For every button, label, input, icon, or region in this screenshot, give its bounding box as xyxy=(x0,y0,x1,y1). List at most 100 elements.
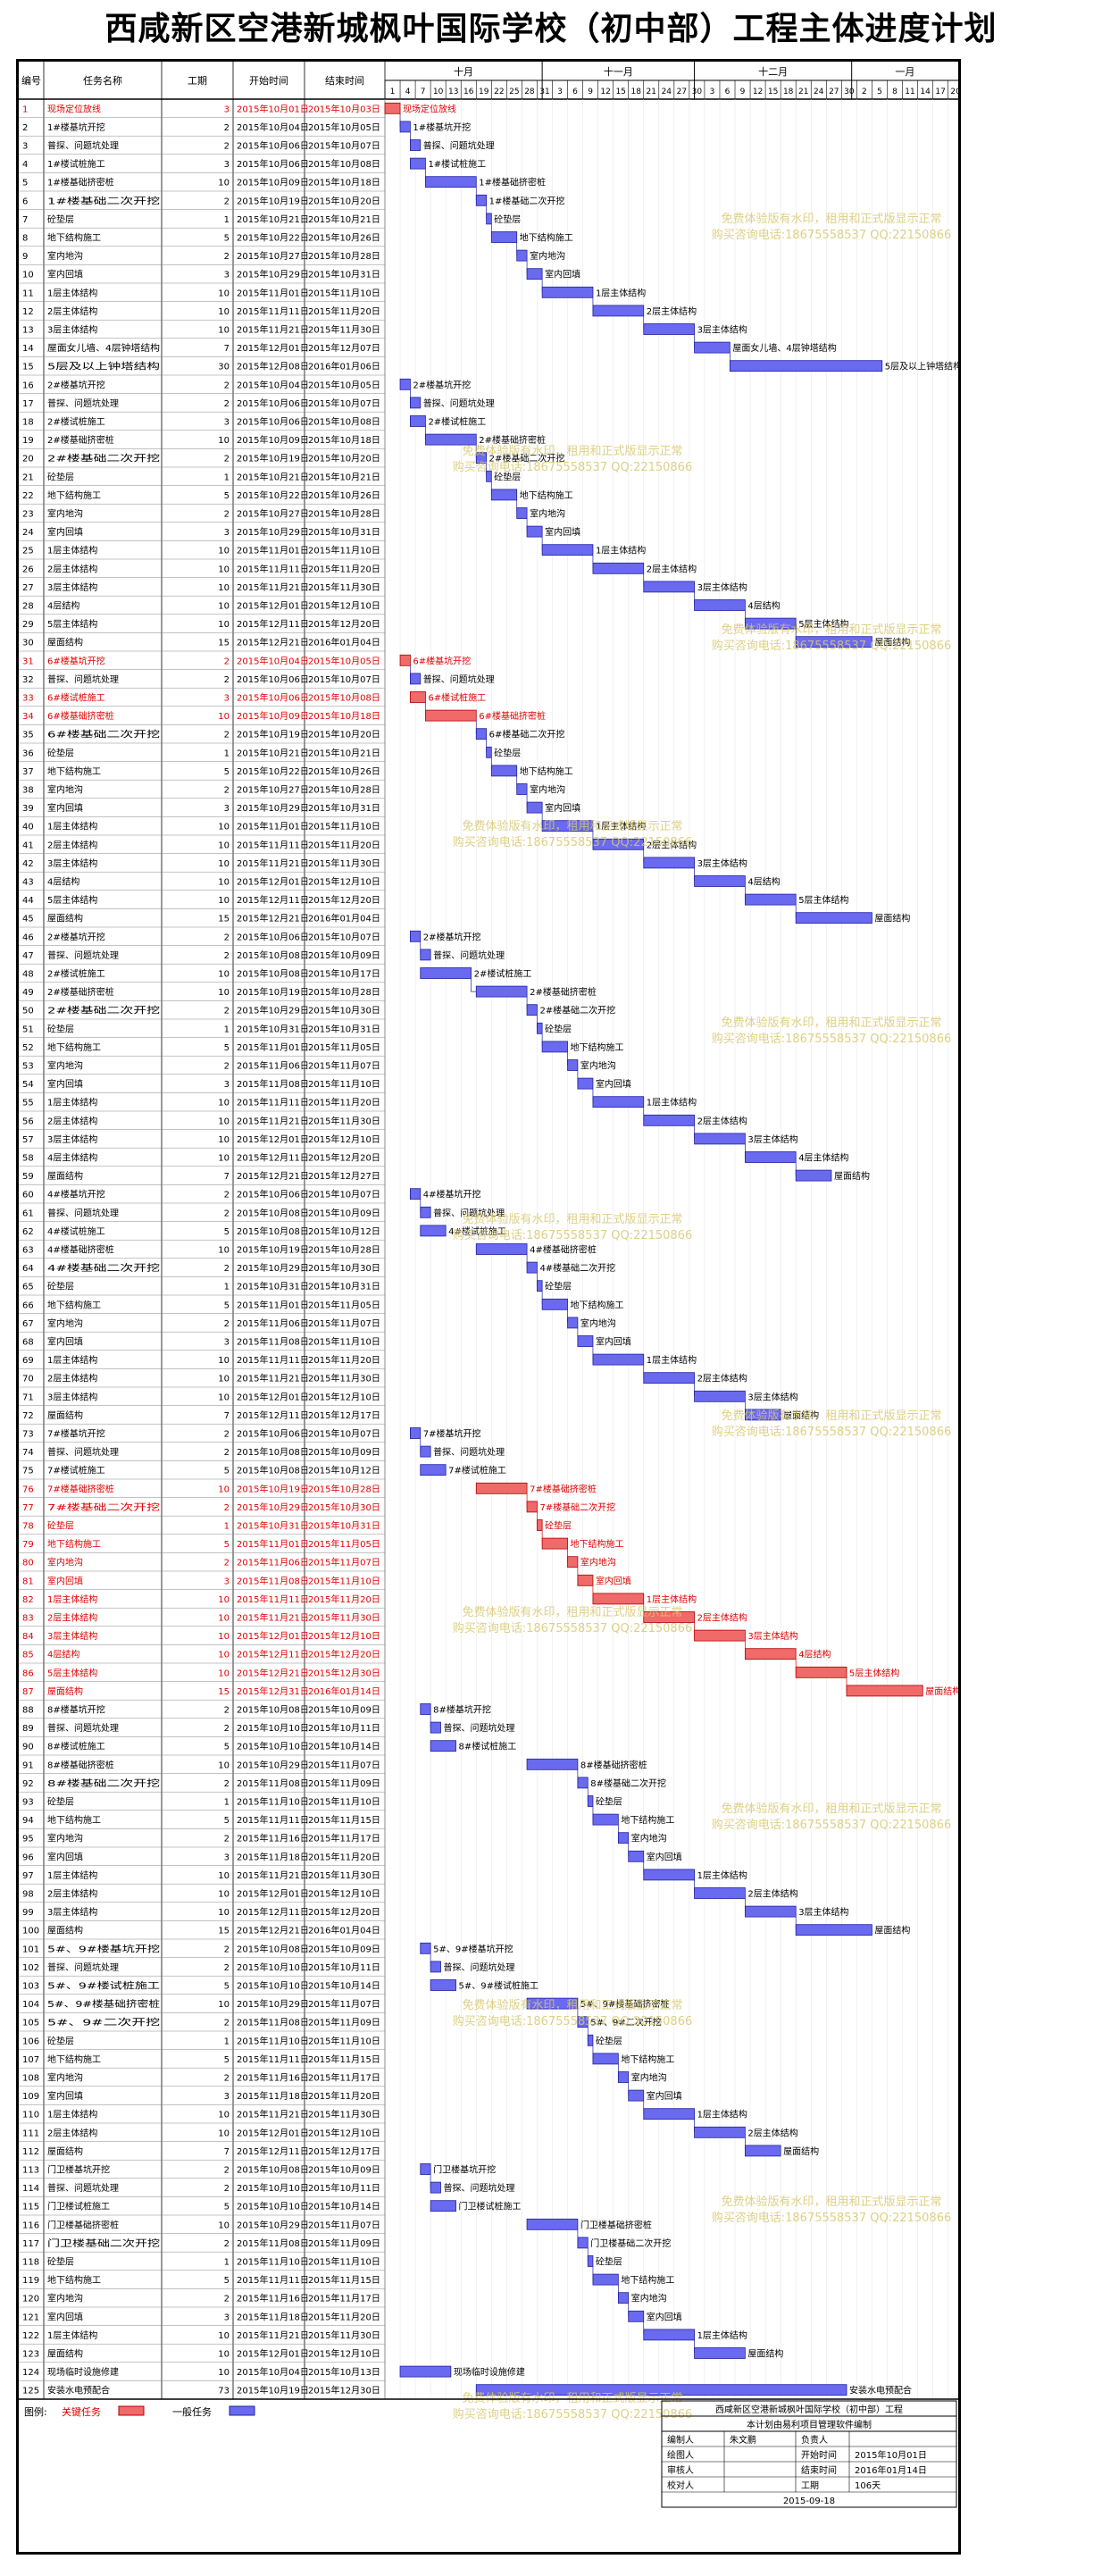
task-id: 65 xyxy=(22,1283,34,1292)
task-duration: 2 xyxy=(224,142,230,152)
task-start: 2015年10月22日 xyxy=(237,765,309,777)
gantt-bar-label: 3层主体结构 xyxy=(697,857,747,869)
task-duration: 10 xyxy=(218,1099,230,1108)
task-duration: 2 xyxy=(224,2074,230,2084)
day-tick-label: 30 xyxy=(692,88,703,96)
task-duration: 3 xyxy=(224,105,230,114)
task-end: 2015年11月20日 xyxy=(308,1851,380,1862)
task-duration: 5 xyxy=(224,2203,230,2212)
task-name: 屋面结构 xyxy=(47,2348,83,2360)
task-start: 2015年10月29日 xyxy=(237,526,309,538)
task-id: 111 xyxy=(22,2129,39,2138)
task-id: 38 xyxy=(22,786,34,796)
task-start: 2015年12月01日 xyxy=(237,600,309,612)
task-end: 2015年10月09日 xyxy=(308,949,380,961)
task-duration: 10 xyxy=(218,1908,230,1918)
gantt-bar xyxy=(694,341,730,354)
gantt-bar-label: 2层主体结构 xyxy=(647,305,697,317)
day-tick-label: 25 xyxy=(509,88,519,96)
task-start: 2015年11月11日 xyxy=(237,1097,309,1108)
task-start: 2015年10月31日 xyxy=(237,1023,309,1034)
day-tick-label: 20 xyxy=(950,88,958,96)
watermark-text: 购买咨询电话:18675558537 QQ:22150866 xyxy=(712,1425,952,1439)
task-id: 107 xyxy=(22,2055,39,2065)
task-name: 地下结构施工 xyxy=(47,765,101,777)
task-duration: 2 xyxy=(224,675,230,685)
task-start: 2015年10月19日 xyxy=(237,2385,309,2396)
task-id: 116 xyxy=(22,2221,39,2230)
gantt-bar xyxy=(420,1445,431,1458)
gantt-bar xyxy=(567,1317,579,1329)
gantt-bar xyxy=(420,949,431,961)
task-start: 2015年11月06日 xyxy=(237,1317,309,1329)
task-end: 2015年11月30日 xyxy=(308,2109,380,2120)
task-duration: 15 xyxy=(218,1927,230,1936)
watermark-text: 免费体验版有水印，租用和正式版显示正常 xyxy=(462,819,682,833)
task-start: 2015年11月06日 xyxy=(237,1060,309,1072)
task-end: 2015年11月20日 xyxy=(308,1593,380,1605)
task-duration: 10 xyxy=(218,602,230,612)
task-name: 2#楼基坑开挖 xyxy=(47,931,105,942)
gantt-bar-label: 7#楼基础挤密桩 xyxy=(530,1483,597,1494)
task-start: 2015年10月27日 xyxy=(237,508,309,520)
task-name: 砼垫层 xyxy=(47,747,74,758)
task-id: 77 xyxy=(22,1503,34,1513)
gantt-bar xyxy=(795,1169,832,1182)
task-id: 94 xyxy=(22,1816,34,1826)
task-start: 2015年10月09日 xyxy=(237,177,309,188)
gantt-bar-label: 砼垫层 xyxy=(545,1281,572,1292)
task-end: 2016年01月04日 xyxy=(308,1925,380,1936)
gantt-bar xyxy=(430,1979,456,1991)
task-duration: 3 xyxy=(224,2313,230,2322)
gantt-bar-label: 屋面结构 xyxy=(874,637,910,648)
task-end: 2015年10月14日 xyxy=(308,1741,380,1752)
gantt-bar xyxy=(744,893,797,906)
task-id: 31 xyxy=(22,657,34,666)
task-start: 2015年12月21日 xyxy=(237,1170,309,1182)
task-name: 室内地沟 xyxy=(47,1833,83,1844)
legend-label: 图例: xyxy=(24,2405,47,2418)
task-start: 2015年11月18日 xyxy=(237,2090,309,2102)
task-id: 9 xyxy=(22,252,28,262)
day-tick-label: 14 xyxy=(920,88,931,96)
task-id: 58 xyxy=(22,1154,34,1164)
task-end: 2015年10月07日 xyxy=(308,673,380,685)
task-end: 2015年10月07日 xyxy=(308,140,380,152)
task-name: 现场临时设施修建 xyxy=(47,2366,119,2378)
task-end: 2015年10月12日 xyxy=(308,1465,380,1476)
task-name: 1层主体结构 xyxy=(47,1593,97,1605)
task-start: 2015年10月10日 xyxy=(237,2182,309,2194)
task-end: 2015年12月10日 xyxy=(308,876,380,888)
task-start: 2015年10月29日 xyxy=(237,1998,309,2010)
gantt-bar xyxy=(617,2292,630,2304)
gantt-bar-label: 2层主体结构 xyxy=(697,1612,747,1624)
gantt-bar xyxy=(420,2163,431,2175)
gantt-bar-label: 普探、问题坑处理 xyxy=(423,397,495,409)
task-start: 2015年11月11日 xyxy=(237,1354,309,1366)
gantt-bar-label: 5层及以上钟塔结构 xyxy=(885,361,958,372)
day-tick-label: 21 xyxy=(798,88,808,96)
task-name: 砼垫层 xyxy=(47,1796,74,1808)
task-id: 97 xyxy=(22,1871,34,1881)
watermark-text: 免费体验版有水印，租用和正式版显示正常 xyxy=(462,444,682,458)
month-label: 十二月 xyxy=(758,65,788,78)
task-end: 2015年12月27日 xyxy=(308,1170,380,1182)
day-tick-label: 18 xyxy=(631,88,642,96)
gantt-bar xyxy=(592,562,645,574)
task-start: 2015年11月21日 xyxy=(237,857,309,869)
task-end: 2015年11月07日 xyxy=(308,1998,380,2010)
gantt-bar xyxy=(577,1574,594,1586)
task-duration: 10 xyxy=(218,1871,230,1881)
task-id: 101 xyxy=(22,1945,39,1954)
task-id: 113 xyxy=(22,2166,39,2176)
task-name: 2#楼基础二次开挖 xyxy=(47,453,160,464)
gantt-bar xyxy=(541,544,594,556)
task-end: 2016年01月06日 xyxy=(308,361,380,372)
task-id: 32 xyxy=(22,675,34,685)
task-id: 27 xyxy=(22,583,34,593)
task-duration: 5 xyxy=(224,1743,230,1752)
task-name: 1#楼基坑开挖 xyxy=(47,121,105,133)
task-start: 2015年12月31日 xyxy=(237,1685,309,1697)
gantt-bar-label: 室内地沟 xyxy=(580,1060,616,1072)
task-name: 室内回填 xyxy=(47,1851,83,1862)
